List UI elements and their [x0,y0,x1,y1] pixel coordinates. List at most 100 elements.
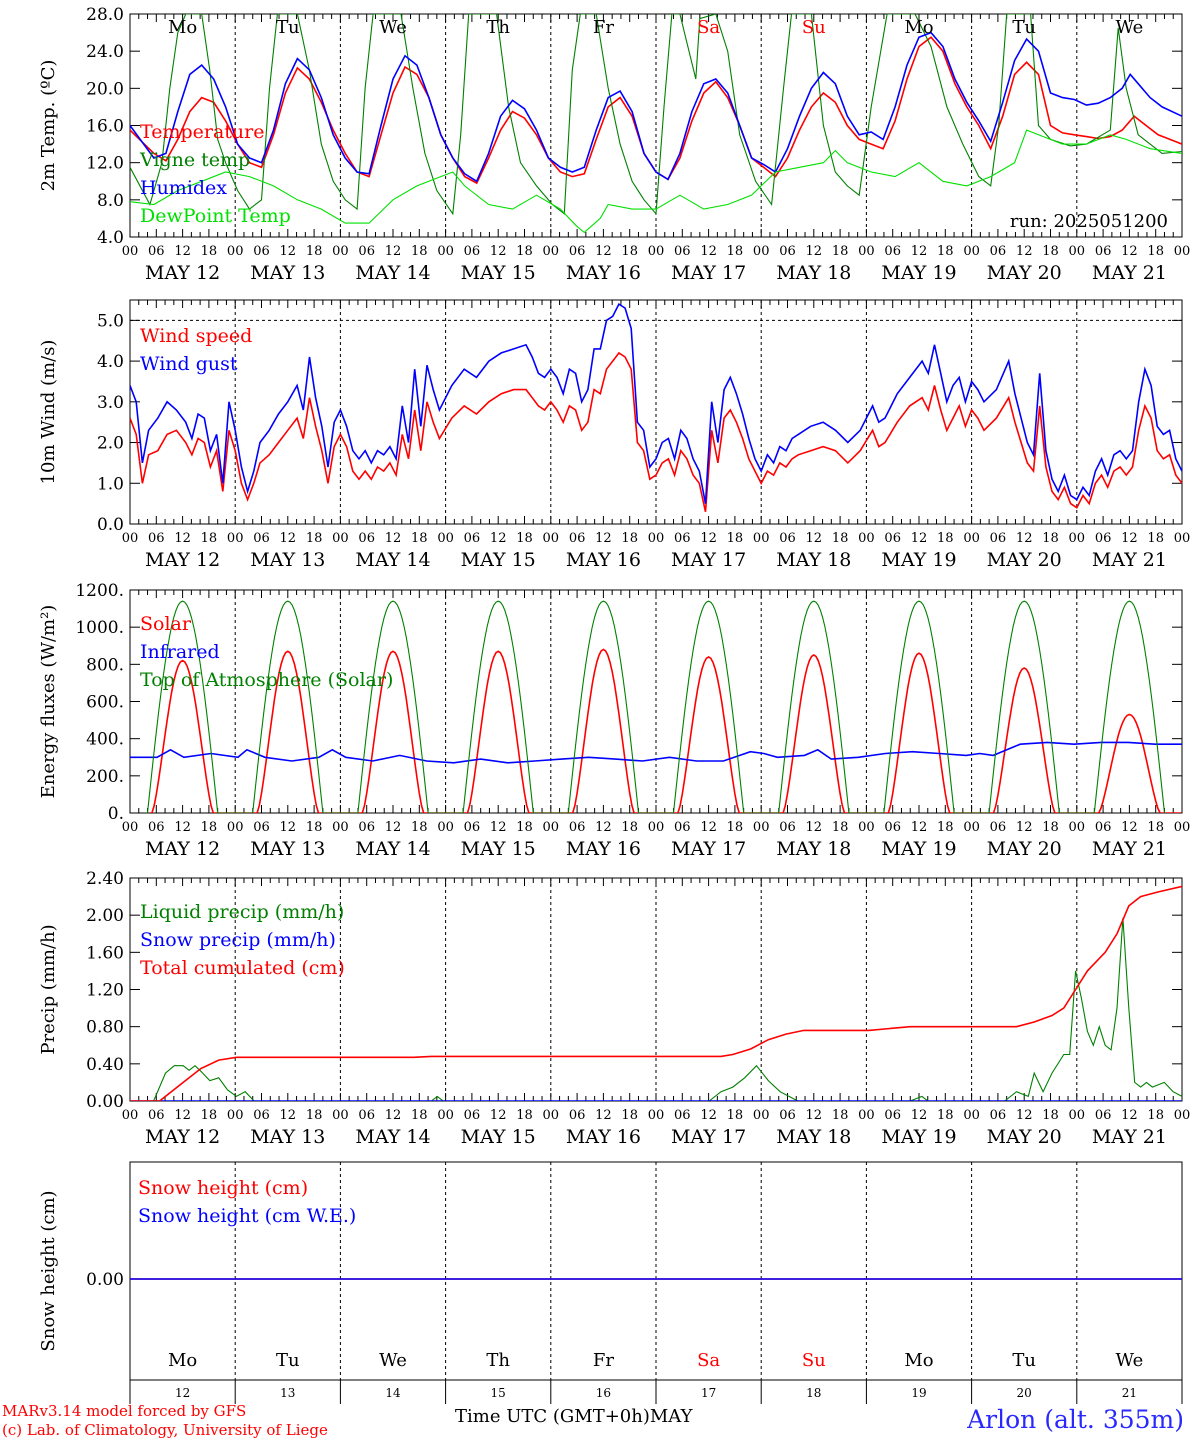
hour-tick-label: 12 [385,1108,402,1123]
legend-wind-gust: Wind gust [140,353,238,375]
date-label: MAY 19 [881,1126,956,1148]
month-label: MAY [649,1406,693,1427]
y-tick-label: 1.60 [86,943,124,963]
hour-tick-label: 06 [779,531,796,546]
weekday-label: We [1116,17,1144,38]
hour-tick-label: 00 [332,244,349,259]
hour-tick-label: 12 [280,1108,297,1123]
weekday-label: Su [802,17,826,38]
date-label: MAY 14 [355,838,430,860]
weekday-label: Fr [593,17,614,38]
hour-tick-label: 00 [753,820,770,835]
hour-tick-label: 00 [648,531,665,546]
date-label: MAY 20 [987,262,1062,284]
series-line-wind-speed [130,351,1182,512]
y-axis-label: Snow height (cm) [38,1190,59,1351]
panel-2: 0.0 1.0 2.0 3.0 4.0 5.0 10m Wind (m/s) 00 06 12 18… [38,299,1191,571]
hour-tick-label: 00 [1174,820,1191,835]
panel-5: 0.00 Snow height (cm) Snow height (cm) Snow… [38,1161,1183,1381]
hour-tick-label: 12 [1016,1108,1033,1123]
hour-tick-label: 06 [253,1108,270,1123]
weekday-label: Mo [904,1350,933,1371]
legend-infrared: Infrared [140,641,220,663]
y-tick-label: 28.0 [86,5,124,25]
hour-tick-label: 00 [1174,531,1191,546]
hour-tick-label: 06 [464,244,481,259]
hour-tick-label: 12 [911,820,928,835]
hour-tick-label: 12 [174,531,191,546]
day-number-label: 17 [701,1386,716,1400]
y-tick-label: 0.80 [86,1018,124,1038]
legend-snow-height-cm-w-e: Snow height (cm W.E.) [138,1205,356,1227]
hour-tick-label: 06 [464,820,481,835]
y-tick-label: 2.40 [86,869,124,889]
day-number-label: 15 [491,1386,506,1400]
hour-tick-label: 12 [700,244,717,259]
hour-tick-label: 18 [201,1108,218,1123]
date-label: MAY 18 [776,549,851,571]
date-label: MAY 17 [671,1126,746,1148]
date-label: MAY 19 [881,549,956,571]
hour-tick-label: 12 [806,531,823,546]
weekday-label: Sa [697,1350,720,1371]
hour-tick-label: 06 [253,244,270,259]
hour-tick-label: 18 [832,531,849,546]
hour-tick-label: 06 [358,244,375,259]
date-label: MAY 20 [987,1126,1062,1148]
date-label: MAY 21 [1092,1126,1167,1148]
hour-tick-label: 18 [306,244,323,259]
hour-tick-label: 18 [937,531,954,546]
y-axis-label: 2m Temp. (ºC) [38,60,59,192]
series-group [130,600,1182,813]
hour-tick-label: 06 [1095,1108,1112,1123]
hour-tick-label: 00 [437,1108,454,1123]
hour-tick-label: 12 [595,820,612,835]
legend-snow-height-cm: Snow height (cm) [138,1177,308,1199]
hour-tick-label: 00 [543,1108,560,1123]
legend-total-cumulated-cm: Total cumulated (cm) [140,957,345,979]
run-label: run: 2025051200 [1010,211,1168,232]
legend-wind-speed: Wind speed [140,325,252,347]
y-tick-label: 0. [108,804,124,824]
y-tick-label: 4.0 [97,228,124,248]
date-label: MAY 19 [881,262,956,284]
hour-tick-label: 00 [963,1108,980,1123]
hour-tick-label: 00 [648,820,665,835]
day-number-label: 13 [280,1386,295,1400]
y-tick-label: 5.0 [97,311,124,331]
y-tick-label: 1000. [75,618,124,638]
hour-tick-label: 00 [227,244,244,259]
date-label: MAY 18 [776,838,851,860]
hour-tick-label: 12 [385,820,402,835]
legend-dewpoint-temp: DewPoint Temp [140,205,291,227]
y-tick-label: 8.0 [97,191,124,211]
hour-tick-label: 00 [1069,820,1086,835]
hour-tick-label: 12 [1121,531,1138,546]
y-tick-label: 800. [86,655,124,675]
hour-tick-label: 18 [411,244,428,259]
hour-tick-label: 06 [674,531,691,546]
hour-tick-label: 18 [937,1108,954,1123]
date-label: MAY 15 [461,838,536,860]
hour-tick-label: 18 [832,1108,849,1123]
hour-tick-label: 12 [490,820,507,835]
date-label: MAY 17 [671,549,746,571]
hour-tick-label: 18 [832,820,849,835]
hour-tick-label: 12 [700,531,717,546]
hour-tick-label: 00 [1069,244,1086,259]
series-group [130,302,1182,512]
hour-tick-label: 00 [122,820,139,835]
y-tick-label: 600. [86,693,124,713]
hour-tick-label: 12 [700,820,717,835]
hour-tick-label: 12 [280,531,297,546]
y-axis-label: Precip (mm/h) [38,924,59,1054]
hour-tick-label: 06 [779,244,796,259]
hour-tick-label: 00 [122,531,139,546]
hour-tick-label: 18 [306,1108,323,1123]
hour-tick-label: 18 [621,531,638,546]
y-axis-label: Energy fluxes (W/m²) [38,605,59,799]
hour-tick-label: 18 [516,531,533,546]
y-tick-label: 1.20 [86,981,124,1001]
hour-tick-label: 12 [595,1108,612,1123]
